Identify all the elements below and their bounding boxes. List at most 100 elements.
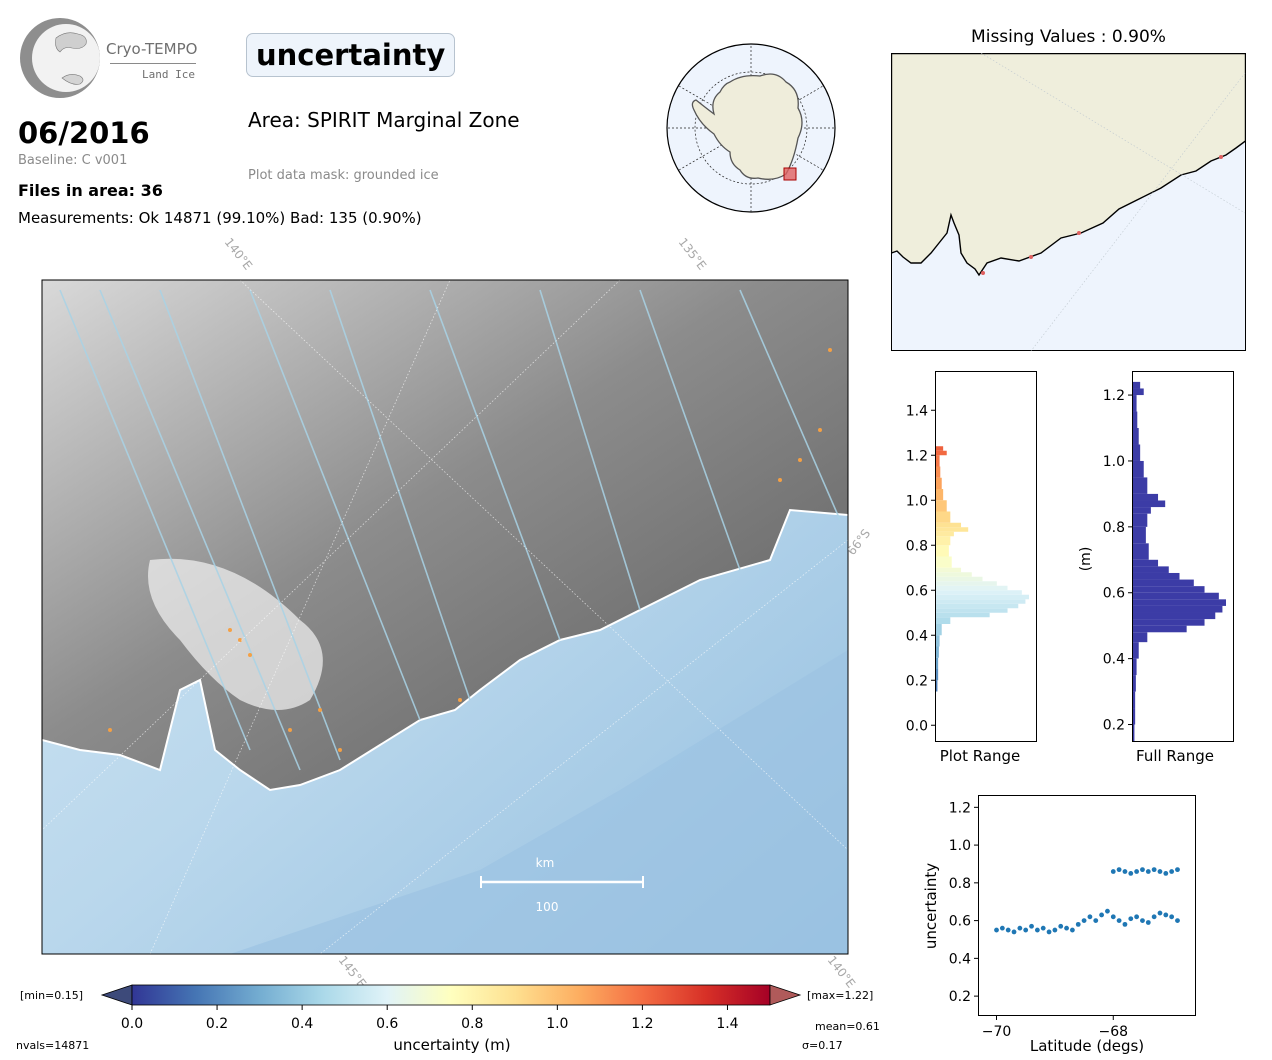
- histogram-bar: [936, 567, 962, 573]
- histogram-bar: [1133, 586, 1205, 593]
- scatter-point: [1175, 867, 1180, 873]
- histogram-bar: [936, 572, 972, 577]
- scatter-point: [1017, 925, 1023, 931]
- scale-unit: km: [536, 856, 555, 870]
- histogram-bar: [1133, 572, 1180, 580]
- scatter-xticks: −70 −68: [982, 1015, 1128, 1040]
- scatter-point: [1145, 869, 1151, 874]
- mask-text: Plot data mask: grounded ice: [248, 168, 439, 183]
- scatter-point: [994, 927, 999, 933]
- colorbar-over-arrow: [769, 984, 802, 1006]
- scatter-point: [1110, 869, 1116, 874]
- ytick-label: 0.6: [906, 583, 928, 599]
- missing-values-title: Missing Values : 0.90%: [971, 27, 1166, 47]
- coastline: [42, 508, 848, 792]
- histogram-bar: [936, 477, 942, 489]
- histogram-bar: [936, 545, 949, 557]
- scatter-point: [1005, 927, 1011, 933]
- latitude-scatter-plot: 0.2 0.4 0.6 0.8 1.0 1.2 −70 −68 uncertainty La…: [922, 795, 1196, 1055]
- histogram-bar: [936, 450, 947, 456]
- histogram-bar: [936, 522, 962, 528]
- antarctica-landmass: [691, 73, 803, 180]
- scatter-point: [1128, 916, 1134, 922]
- scatter-point: [1145, 920, 1151, 925]
- ytick-label: 1.2: [949, 800, 971, 816]
- ytick-label: 1.4: [906, 403, 928, 419]
- area-title: Area: SPIRIT Marginal Zone: [248, 108, 520, 132]
- histogram-bar: [936, 446, 944, 451]
- scale-value: 100: [536, 900, 559, 914]
- deep-sea-zone: [230, 650, 848, 954]
- ytick-label: 0.2: [1103, 718, 1125, 734]
- histogram-bar: [1133, 612, 1216, 620]
- full-range-yticks: 0.2 0.4 0.6 0.8 1.0 1.2: [1103, 388, 1133, 734]
- histogram-bar: [1133, 559, 1159, 567]
- scale-bar: km 100: [480, 856, 644, 914]
- scatter-point: [1122, 869, 1128, 874]
- histogram-bar: [1133, 708, 1136, 725]
- histogram-bar: [1133, 691, 1136, 709]
- ytick-label: 0.2: [949, 989, 971, 1005]
- scatter-point: [1052, 927, 1058, 933]
- colorbar-min-label: [min=0.15]: [20, 989, 83, 1002]
- scatter-point: [1134, 869, 1140, 874]
- histogram-bar: [1133, 493, 1159, 501]
- full-range-ylabel: (m): [1078, 547, 1094, 572]
- histogram-bar: [936, 624, 942, 636]
- scatter-point: [1046, 929, 1052, 935]
- histogram-bar: [1133, 513, 1148, 527]
- high-uncertainty-points: [108, 348, 832, 752]
- xtick-label: −68: [1098, 1024, 1128, 1040]
- missing-values-map: [891, 53, 1246, 351]
- scatter-point: [1157, 910, 1163, 916]
- full-range-bars: [1133, 381, 1226, 741]
- scatter-point: [1134, 914, 1140, 920]
- plot-range-bars: [936, 446, 1029, 692]
- ytick-label: 0.8: [906, 538, 928, 554]
- histogram-bar: [936, 680, 938, 692]
- histogram-bar: [936, 489, 944, 501]
- histogram-bar: [1133, 599, 1226, 606]
- histogram-bar: [936, 556, 952, 568]
- grid-label-140e-top: 140°E: [222, 235, 256, 272]
- histogram-bar: [1133, 543, 1149, 560]
- histogram-bar: [936, 531, 954, 537]
- colorbar-tick-label: 1.0: [546, 1016, 568, 1032]
- scatter-ylabel: uncertainty: [922, 863, 940, 949]
- date-title: 06/2016: [18, 116, 150, 150]
- histogram-bar: [936, 617, 951, 624]
- histogram-bar: [936, 590, 1022, 595]
- histogram-bar: [1133, 592, 1219, 600]
- scatter-point: [1175, 918, 1180, 924]
- ytick-label: 1.2: [906, 448, 928, 464]
- histogram-bar: [936, 466, 941, 478]
- histogram-bar: [936, 455, 940, 467]
- colorbar-max-label: [max=1.22]: [807, 989, 873, 1002]
- parameter-badge: uncertainty: [246, 33, 456, 77]
- plot-range-histogram: 0.0 0.2 0.4 0.6 0.8 1.0 1.2 1.4 Plot Range: [906, 371, 1037, 765]
- colorbar-tick-label: 0.6: [376, 1016, 398, 1032]
- scatter-point: [1058, 923, 1064, 929]
- scatter-point: [1023, 927, 1029, 933]
- scatter-xlabel: Latitude (degs): [1030, 1037, 1144, 1055]
- histogram-bar: [936, 669, 939, 681]
- scatter-point: [1169, 914, 1175, 920]
- ytick-label: 0.4: [949, 951, 971, 967]
- scatter-point: [1034, 927, 1040, 933]
- scatter-point: [1151, 914, 1157, 920]
- colorbar: 0.0 0.2 0.4 0.6 0.8 1.0 1.2 1.4 [min=0.15] [max…: [20, 984, 873, 1032]
- histogram-bar: [1133, 642, 1139, 659]
- baseline-text: Baseline: C v001: [18, 153, 128, 168]
- histogram-bar: [1133, 724, 1135, 741]
- ytick-label: 0.8: [1103, 520, 1125, 536]
- scatter-point: [1011, 929, 1017, 935]
- histogram-bar: [1133, 381, 1141, 389]
- colorbar-title: uncertainty (m): [393, 1036, 511, 1054]
- ytick-label: 0.0: [906, 718, 928, 734]
- ytick-label: 1.0: [906, 493, 928, 509]
- histogram-bar: [1133, 526, 1146, 544]
- histogram-bar: [1133, 605, 1223, 613]
- colorbar-under-arrow: [100, 984, 133, 1006]
- histogram-bar: [1133, 500, 1166, 508]
- missing-map-land: [891, 53, 1246, 277]
